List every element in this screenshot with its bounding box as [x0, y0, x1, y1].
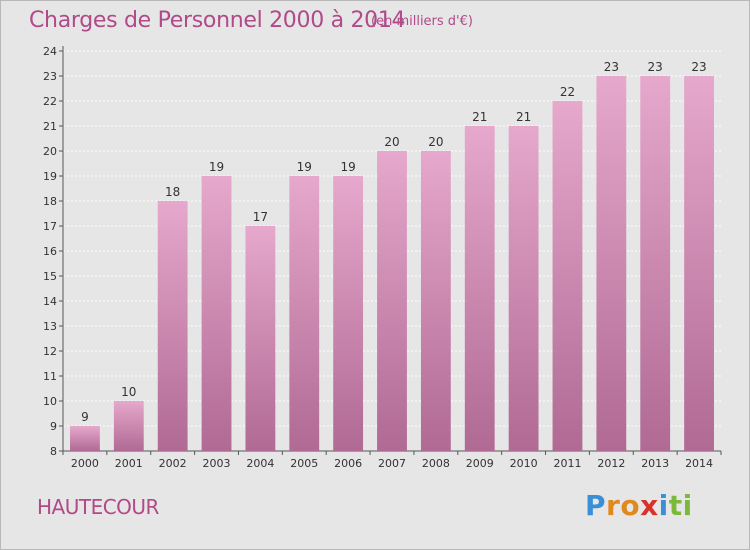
bar [552, 101, 583, 451]
data-label: 20 [428, 135, 443, 149]
y-tick-label: 16 [43, 245, 57, 258]
brand-letter: o [620, 489, 641, 522]
proxiti-logo: Proxiti [585, 489, 693, 522]
data-label: 19 [297, 160, 312, 174]
y-tick-label: 24 [43, 45, 57, 58]
brand-letter: P [585, 489, 607, 522]
x-tick-label: 2008 [422, 457, 450, 470]
chart-subtitle: (en milliers d'€) [371, 14, 473, 29]
data-label: 10 [121, 385, 136, 399]
data-label: 23 [691, 60, 706, 74]
bar [289, 176, 320, 451]
bar [113, 401, 144, 451]
y-tick-label: 13 [43, 320, 57, 333]
bar [245, 226, 276, 451]
brand-letter: t [668, 489, 683, 522]
bar [377, 151, 407, 451]
x-tick-label: 2003 [203, 457, 231, 470]
brand-letter: r [606, 489, 621, 522]
data-label: 9 [81, 410, 89, 424]
y-tick-label: 11 [43, 370, 57, 383]
bar [640, 76, 671, 451]
y-tick-label: 14 [43, 295, 57, 308]
brand-letter: x [640, 489, 659, 522]
bar [333, 176, 364, 451]
data-label: 18 [165, 185, 180, 199]
bars [70, 76, 714, 451]
bar [464, 126, 495, 451]
y-tick-label: 18 [43, 195, 57, 208]
data-label: 23 [604, 60, 619, 74]
x-tick-label: 2012 [597, 457, 625, 470]
x-tick-label: 2006 [334, 457, 362, 470]
x-tick-label: 2013 [641, 457, 669, 470]
data-label: 21 [516, 110, 531, 124]
bar [157, 201, 188, 451]
x-tick-label: 2014 [685, 457, 713, 470]
bar [201, 176, 232, 451]
x-tick-label: 2009 [466, 457, 494, 470]
y-tick-label: 21 [43, 120, 57, 133]
y-tick-label: 9 [50, 420, 57, 433]
y-tick-label: 15 [43, 270, 57, 283]
brand-letter: i [682, 489, 693, 522]
bar [684, 76, 714, 451]
y-tick-label: 23 [43, 70, 57, 83]
x-tick-label: 2010 [510, 457, 538, 470]
labels: 9 2000 10 2001 18 2002 19 2003 17 2004 19 2005 19 200… [71, 60, 713, 470]
x-tick-label: 2011 [553, 457, 581, 470]
data-label: 21 [472, 110, 487, 124]
commune-name: HAUTECOUR [37, 495, 159, 519]
y-tick-label: 8 [50, 445, 57, 458]
data-label: 20 [384, 135, 399, 149]
x-tick-label: 2004 [246, 457, 274, 470]
y-tick-label: 12 [43, 345, 57, 358]
chart-title: Charges de Personnel 2000 à 2014 [29, 8, 406, 33]
data-label: 23 [648, 60, 663, 74]
y-tick-label: 17 [43, 220, 57, 233]
x-tick-label: 2000 [71, 457, 99, 470]
brand-letter: i [658, 489, 669, 522]
x-tick-label: 2001 [115, 457, 143, 470]
y-tick-label: 19 [43, 170, 57, 183]
bar [596, 76, 627, 451]
bar [70, 426, 100, 451]
y-tick-label: 20 [43, 145, 57, 158]
x-tick-label: 2007 [378, 457, 406, 470]
bar [420, 151, 451, 451]
data-label: 19 [340, 160, 355, 174]
bar [508, 126, 539, 451]
data-label: 19 [209, 160, 224, 174]
y-tick-label: 10 [43, 395, 57, 408]
data-label: 17 [253, 210, 268, 224]
x-tick-label: 2002 [159, 457, 187, 470]
x-tick-label: 2005 [290, 457, 318, 470]
data-label: 22 [560, 85, 575, 99]
y-tick-label: 22 [43, 95, 57, 108]
